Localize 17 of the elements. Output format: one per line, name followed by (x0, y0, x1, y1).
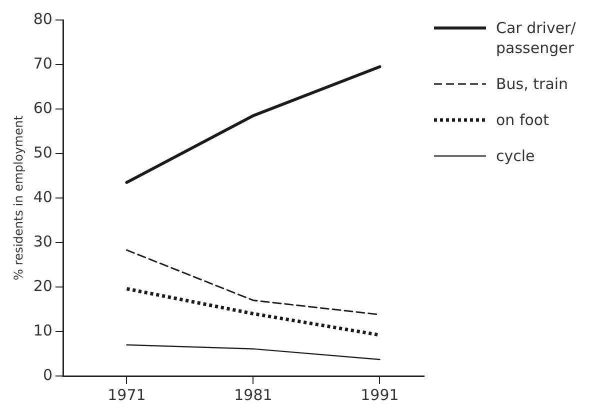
x-tick-label: 1981 (234, 386, 272, 404)
y-tick-label: 0 (42, 366, 52, 384)
y-tick-label: 40 (33, 188, 52, 206)
y-tick-label: 70 (33, 54, 52, 72)
legend-label: on foot (496, 110, 550, 130)
y-tick-label: 20 (33, 276, 52, 295)
y-tick-label: 50 (33, 143, 52, 162)
y-tick-label: 60 (33, 98, 52, 117)
y-axis-title: % residents in employment (11, 115, 26, 280)
y-tick-label: 80 (33, 10, 52, 28)
x-tick-label: 1971 (108, 386, 146, 404)
x-tick-label: 1991 (360, 386, 399, 404)
y-tick-label: 10 (33, 321, 52, 340)
legend-label: cycle (496, 146, 536, 166)
y-tick-label: 30 (33, 232, 52, 250)
legend-label: Bus, train (496, 74, 570, 94)
legend-label: Car driver/ passenger (496, 18, 577, 58)
